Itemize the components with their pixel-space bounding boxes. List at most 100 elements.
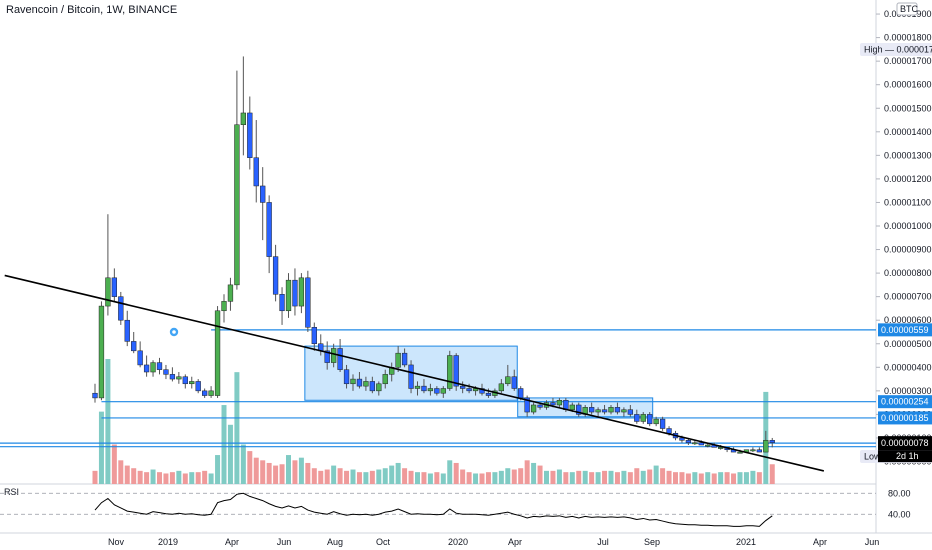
candle xyxy=(363,381,369,387)
candle xyxy=(537,404,543,408)
candle xyxy=(479,388,485,394)
candle xyxy=(343,369,350,385)
candle xyxy=(150,362,156,373)
candle xyxy=(737,451,743,454)
volume-bar xyxy=(344,470,350,484)
candle xyxy=(272,256,279,295)
candle xyxy=(692,442,698,445)
candle xyxy=(498,383,505,392)
candle xyxy=(408,364,414,389)
candle xyxy=(208,390,214,396)
volume-bar xyxy=(195,472,201,484)
level-price-tag-label: 0.00000559 xyxy=(881,325,929,335)
candle xyxy=(698,442,704,446)
volume-bar xyxy=(240,444,246,484)
volume-bar xyxy=(673,472,678,484)
candle xyxy=(621,409,627,413)
trendline xyxy=(4,274,825,472)
volume-bar xyxy=(505,468,511,484)
candle xyxy=(111,277,117,297)
countdown-tag xyxy=(878,450,932,463)
volume-bar xyxy=(273,465,279,484)
time-axis-label: Aug xyxy=(327,537,343,547)
volume-bar xyxy=(331,465,337,484)
volume-bar xyxy=(595,472,601,484)
candle xyxy=(131,341,137,352)
volume-bar xyxy=(576,470,582,484)
volume-bar xyxy=(737,472,743,484)
candle xyxy=(189,381,195,385)
volume-bar xyxy=(402,468,408,484)
time-axis-label: Sep xyxy=(644,537,660,547)
price-tick-label: 0.00000500 xyxy=(884,339,932,349)
price-tick-label: 0.00000300 xyxy=(884,386,932,396)
candle xyxy=(240,112,246,125)
candle xyxy=(530,404,537,413)
volume-bar xyxy=(692,472,698,484)
volume-bar xyxy=(537,465,543,484)
price-tick-label: 0.00000400 xyxy=(884,362,932,372)
candle xyxy=(279,294,285,312)
volume-bar xyxy=(182,473,188,484)
candle xyxy=(124,319,130,342)
volume-bar xyxy=(324,469,330,484)
candle xyxy=(298,277,305,307)
volume-bar xyxy=(150,469,156,484)
price-tick-label: 0.00001400 xyxy=(884,127,932,137)
candle xyxy=(685,440,692,443)
volume-bar xyxy=(137,470,143,484)
candle xyxy=(440,388,446,394)
time-axis-label: Apr xyxy=(813,537,827,547)
volume-bar xyxy=(260,460,266,484)
price-tick-label: 0.00001100 xyxy=(884,197,931,207)
candle xyxy=(169,374,176,380)
volume-bar xyxy=(718,472,724,484)
volume-bar xyxy=(550,470,556,484)
candle xyxy=(659,418,666,429)
level-price-tag xyxy=(878,395,932,409)
volume-bar xyxy=(460,469,466,484)
countdown-label: 2d 1h xyxy=(896,451,919,461)
volume-bar xyxy=(440,473,446,484)
time-axis-label: Apr xyxy=(225,537,239,547)
volume-bar xyxy=(92,470,98,484)
candle xyxy=(576,404,582,415)
volume-bar xyxy=(118,460,124,484)
volume-bar xyxy=(492,472,498,484)
time-axis-label: 2021 xyxy=(736,537,756,547)
time-axis-label: 2020 xyxy=(448,537,468,547)
candle xyxy=(247,112,253,158)
volume-bar xyxy=(395,462,401,484)
volume-bar xyxy=(698,473,704,484)
rsi-label: RSI xyxy=(4,487,19,497)
volume-bar xyxy=(163,473,169,484)
volume-bar xyxy=(105,359,111,484)
current-price-tag xyxy=(878,436,932,451)
volume-bar xyxy=(408,470,414,484)
volume-bar xyxy=(724,472,730,484)
time-axis-label: 2019 xyxy=(158,537,178,547)
price-tick-label: 0.00000700 xyxy=(884,292,932,302)
candle xyxy=(369,381,376,392)
candle xyxy=(550,402,556,406)
volume-bar xyxy=(318,470,324,484)
volume-bar xyxy=(292,460,298,484)
currency-badge xyxy=(896,2,918,16)
time-axis-label: Jun xyxy=(865,537,880,547)
volume-bar xyxy=(666,470,672,484)
volume-bar xyxy=(202,470,208,484)
volume-bar xyxy=(485,472,491,484)
rsi-tick-label: 80.00 xyxy=(888,488,911,498)
volume-bar xyxy=(647,469,653,484)
volume-bar xyxy=(563,472,569,484)
volume-bar xyxy=(389,465,395,484)
volume-bar xyxy=(311,468,317,484)
volume-bar xyxy=(589,472,595,484)
candle xyxy=(331,348,337,363)
volume-bar xyxy=(369,470,375,484)
candle xyxy=(382,374,388,385)
candle xyxy=(118,296,124,321)
current-price-label: 0.00000078 xyxy=(881,438,929,448)
volume-bar xyxy=(453,462,459,484)
